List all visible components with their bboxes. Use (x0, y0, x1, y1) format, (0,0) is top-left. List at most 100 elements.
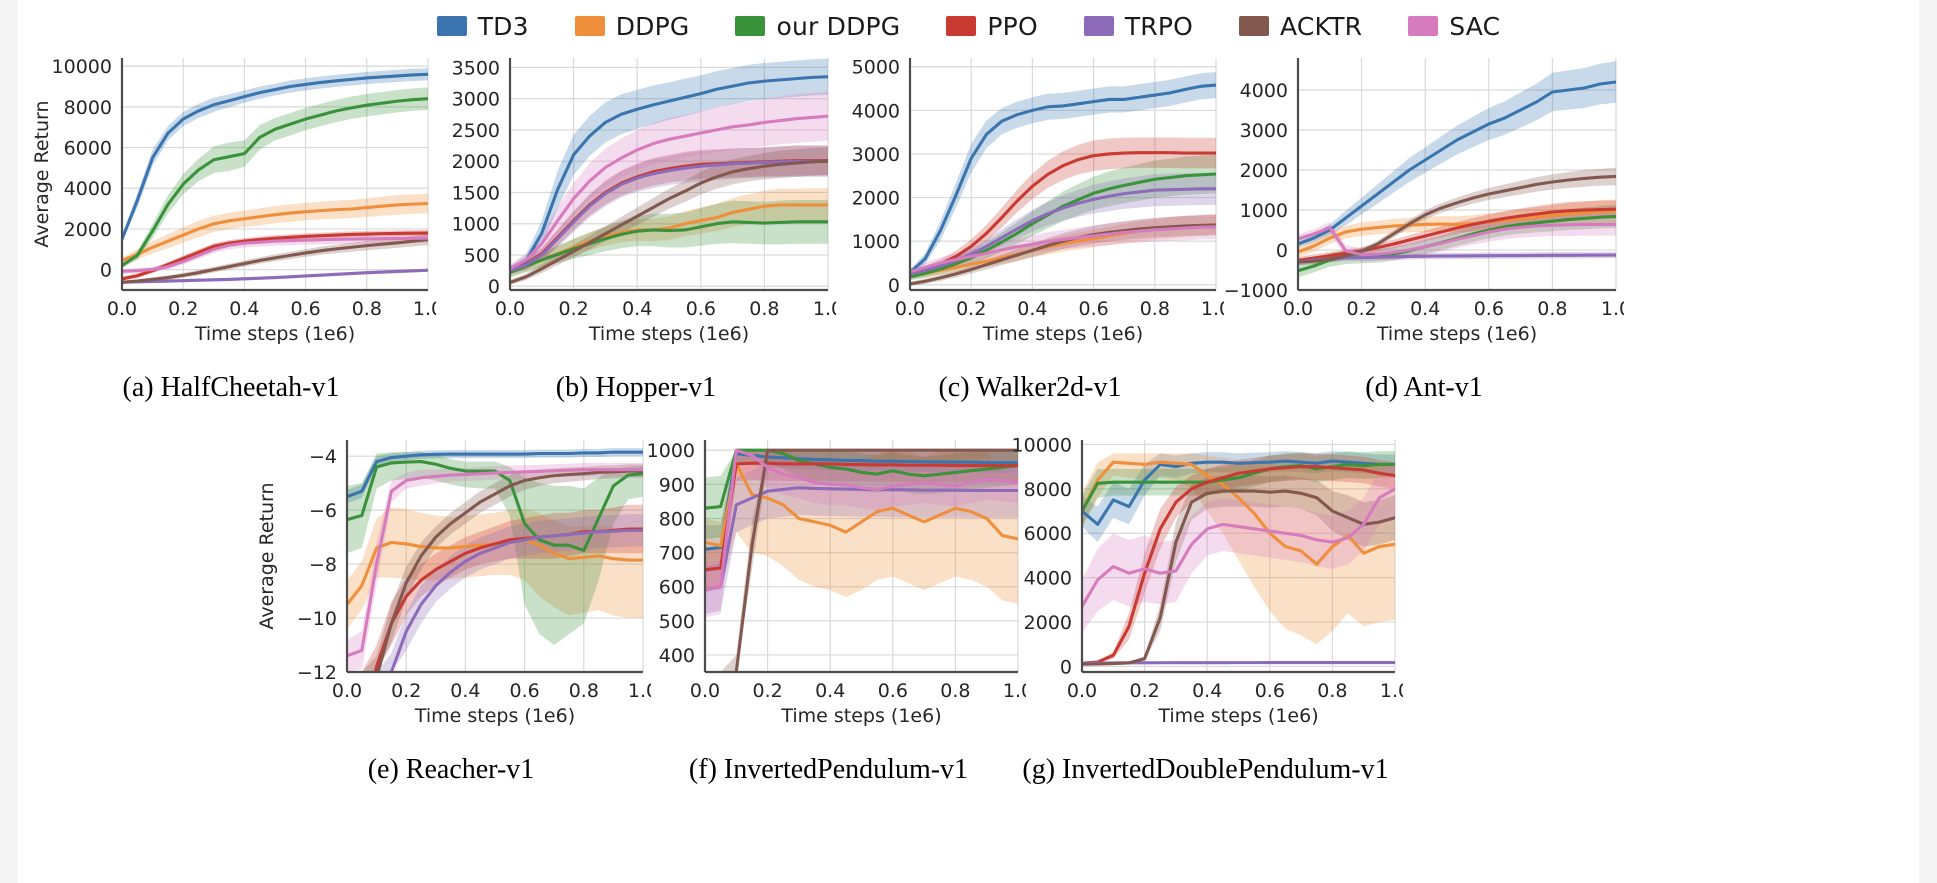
series-line-ppo (122, 231, 428, 281)
x-tick-label: 0.8 (352, 298, 382, 320)
legend-entry-our-ddpg: our DDPG (735, 12, 900, 41)
plot-area-ant: 0.0 0.2 0.4 0.6 0.8 1.0 −1000 0 1000 2000 3000 4000… (1224, 58, 1624, 345)
legend-entry-acktr: ACKTR (1239, 12, 1362, 41)
x-tick-label: 0.8 (749, 298, 779, 320)
subplot-caption-inverteddoublependulum: (g) InvertedDoublePendulum-v1 (1022, 754, 1389, 785)
y-tick-label: 0 (488, 276, 500, 298)
series-line-acktr (734, 448, 1018, 672)
series-line-td3 (122, 72, 428, 241)
figure-panel: TD3 DDPG our DDPG PPO TRPO ACKTR SAC 0.0 0.2 0.4… (18, 0, 1919, 883)
confidence-band-sac (122, 233, 428, 274)
y-tick-label: 2000 (452, 151, 500, 173)
x-tick-label: 0.4 (622, 298, 652, 320)
series-line-our-ddpg (705, 448, 1018, 510)
y-tick-label: 8000 (1024, 479, 1072, 501)
legend-swatch-icon (436, 16, 467, 36)
x-tick-label: 0.8 (1140, 298, 1170, 320)
x-tick-label: 0.8 (1317, 680, 1347, 702)
confidence-band-ddpg (122, 193, 428, 264)
y-tick-label: 4000 (1024, 568, 1072, 590)
x-tick-label: 0.6 (290, 298, 320, 320)
subplot-caption-reacher: (e) Reacher-v1 (367, 754, 535, 785)
plot-area-reacher: 0.0 0.2 0.4 0.6 0.8 1.0 −12 −10 −8 −6 −4 Time steps… (256, 440, 651, 727)
legend-entry-ddpg: DDPG (574, 11, 690, 41)
x-tick-label: 0.4 (1410, 298, 1440, 320)
x-tick-label: 0.6 (509, 680, 539, 702)
series-line-trpo (705, 486, 1018, 592)
legend-swatch-icon (1239, 16, 1270, 36)
y-tick-label: 500 (464, 245, 500, 267)
series-line-ppo (705, 461, 1018, 572)
x-tick-label: 1.0 (813, 298, 836, 320)
x-tick-label: 0.0 (332, 680, 362, 702)
x-axis-title: Time steps (1e6) (588, 323, 749, 345)
confidence-band-sac (510, 91, 828, 274)
series-line-sac (1082, 487, 1395, 609)
series-line-sac (910, 225, 1216, 274)
x-tick-label: 0.4 (229, 298, 259, 320)
plot-area-inverteddoublependulum: 0.0 0.2 0.4 0.6 0.8 1.0 0 2000 4000 6000 8000 10000… (1012, 434, 1403, 727)
plot-area-walker2d: 0.0 0.2 0.4 0.6 0.8 1.0 0 1000 2000 3000 4000 5000 T… (852, 57, 1224, 345)
x-tick-label: 0.2 (558, 298, 588, 320)
confidence-band-our-ddpg (122, 87, 428, 269)
subplot-reacher: 0.0 0.2 0.4 0.6 0.8 1.0 −12 −10 −8 −6 −4 Time steps… (251, 430, 651, 730)
legend-entry-sac: SAC (1408, 12, 1500, 41)
y-tick-label: 3000 (452, 89, 500, 111)
x-tick-label: 0.2 (1346, 298, 1376, 320)
x-tick-label: 0.8 (1537, 298, 1567, 320)
y-tick-label: −8 (309, 554, 337, 576)
y-tick-label: 4000 (852, 100, 900, 122)
x-tick-label: 1.0 (628, 680, 651, 702)
legend-entry-td3: TD3 (436, 11, 529, 41)
confidence-band-td3 (910, 71, 1216, 276)
y-tick-label: 0 (888, 275, 900, 297)
y-tick-label: 5000 (852, 57, 900, 79)
confidence-band-ddpg (347, 507, 643, 629)
legend-label: DDPG (615, 11, 690, 41)
x-tick-label: 0.2 (752, 680, 782, 702)
series-line-sac (122, 236, 428, 273)
legend-swatch-icon (946, 16, 977, 36)
x-tick-label: 1.0 (413, 298, 436, 320)
x-tick-label: 1.0 (1003, 680, 1026, 702)
series-line-our-ddpg (122, 97, 428, 268)
subplot-invertedpendulum: 0.0 0.2 0.4 0.6 0.8 1.0 400 500 600 700 800 900 1000… (631, 430, 1026, 730)
x-tick-label: 0.2 (956, 298, 986, 320)
series-line-td3 (910, 83, 1216, 275)
confidence-band-trpo (510, 145, 828, 275)
y-tick-label: −6 (309, 500, 337, 522)
x-tick-label: 0.4 (1192, 680, 1222, 702)
y-tick-label: 900 (659, 474, 695, 496)
x-tick-label: 0.2 (391, 680, 421, 702)
series-line-acktr (1298, 174, 1616, 264)
x-axis-title: Time steps (1e6) (1376, 323, 1537, 345)
x-tick-label: 0.0 (1283, 298, 1313, 320)
x-tick-label: 0.4 (815, 680, 845, 702)
y-tick-label: 1000 (452, 214, 500, 236)
series-line-sac (1298, 222, 1616, 257)
y-tick-label: 600 (659, 577, 695, 599)
series-line-td3 (705, 452, 1018, 551)
x-tick-label: 0.6 (686, 298, 716, 320)
y-tick-label: −1000 (1224, 280, 1288, 302)
x-axis-title: Time steps (1e6) (780, 705, 941, 727)
subplot-caption-ant: (d) Ant-v1 (1365, 372, 1483, 403)
series-line-our-ddpg (1082, 462, 1395, 513)
x-axis-title: Time steps (1e6) (1157, 705, 1318, 727)
x-tick-label: 0.4 (450, 680, 480, 702)
subplot-caption-hopper: (b) Hopper-v1 (555, 372, 717, 403)
subplot-halfcheetah: 0.0 0.2 0.4 0.6 0.8 1.0 0 2000 4000 6000 8000 10000… (26, 48, 436, 348)
x-axis-title: Time steps (1e6) (194, 323, 355, 345)
confidence-band-ddpg (1082, 453, 1395, 645)
y-tick-label: 10000 (52, 56, 112, 78)
y-tick-label: 800 (659, 508, 695, 530)
y-tick-label: 1500 (452, 182, 500, 204)
legend-label: TD3 (477, 11, 529, 41)
legend-label: PPO (987, 11, 1038, 41)
series-line-acktr (376, 469, 643, 672)
series-line-acktr (1082, 489, 1395, 666)
series-line-td3 (347, 450, 643, 499)
series-line-acktr (510, 159, 828, 285)
series-line-acktr (910, 223, 1216, 286)
confidence-band-trpo (705, 460, 1018, 614)
